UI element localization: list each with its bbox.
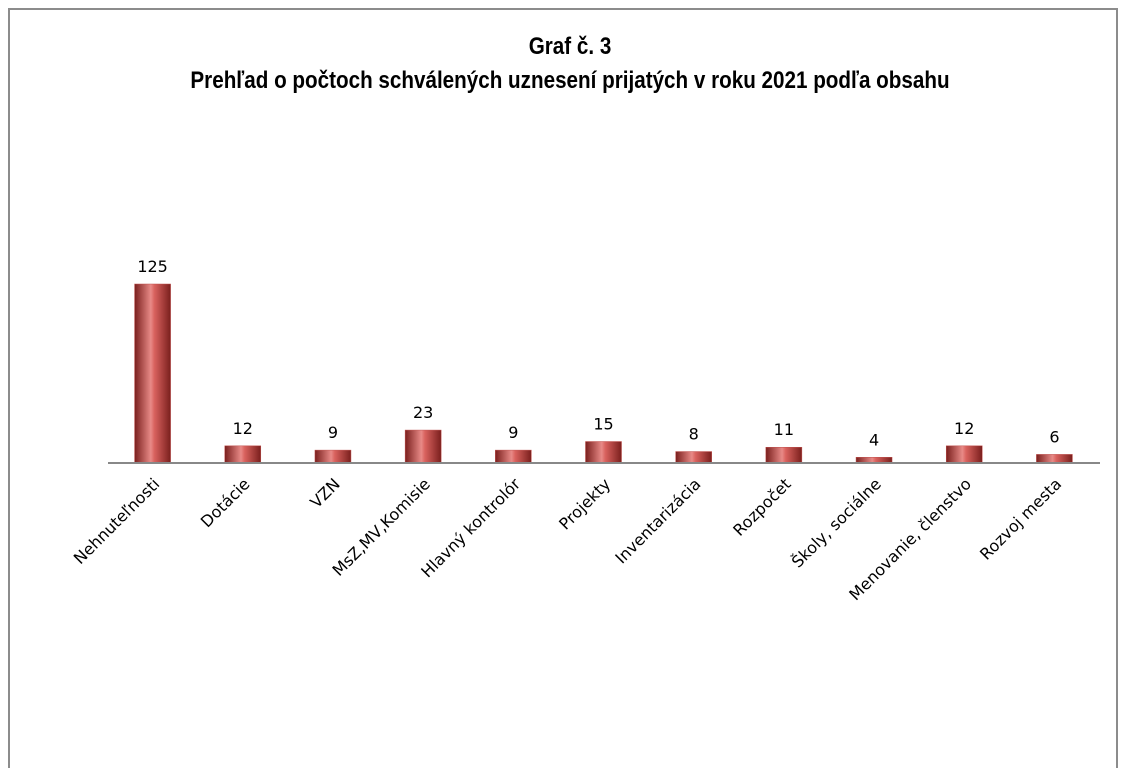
- chart-subtitle: Prehľad o počtoch schválených uznesení p…: [190, 67, 950, 94]
- bar: [224, 445, 262, 464]
- bar: [585, 441, 622, 464]
- value-label: 15: [593, 415, 613, 434]
- value-label: 12: [954, 419, 974, 438]
- bar: [675, 451, 712, 464]
- x-tick-label: Inventarizácia: [611, 474, 704, 567]
- x-tick-label: Rozpočet: [729, 474, 794, 539]
- x-tick-label: VZN: [306, 474, 343, 511]
- chart-frame: [8, 8, 1118, 768]
- x-tick-label: Nehnuteľnosti: [70, 474, 164, 568]
- x-tick-label: Projekty: [555, 474, 614, 533]
- x-tick-label: MsZ,MV,Komisie: [328, 474, 433, 579]
- bar: [314, 449, 352, 464]
- bar: [1036, 454, 1073, 464]
- title-block: Graf č. 3 Prehľad o počtoch schválených …: [183, 30, 957, 98]
- value-label: 125: [137, 257, 168, 276]
- bar: [134, 283, 171, 464]
- bar: [765, 446, 803, 464]
- x-tick-label: Hlavný kontrolór: [417, 474, 524, 581]
- x-tick-label: Školy, sociálne: [788, 474, 885, 571]
- value-label: 9: [508, 423, 518, 442]
- x-tick-label: Dotácie: [197, 474, 254, 531]
- value-label: 8: [689, 425, 699, 444]
- value-label: 6: [1049, 427, 1059, 446]
- value-label: 23: [413, 403, 433, 422]
- x-tick-label: Rozvoj mesta: [976, 474, 1065, 563]
- bar: [404, 429, 442, 464]
- chart-title: Graf č. 3: [528, 33, 612, 60]
- bar: [945, 445, 983, 464]
- value-label: 4: [869, 430, 879, 449]
- bar: [495, 449, 532, 464]
- value-label: 12: [233, 419, 253, 438]
- value-label: 11: [774, 420, 794, 439]
- value-label: 9: [328, 423, 338, 442]
